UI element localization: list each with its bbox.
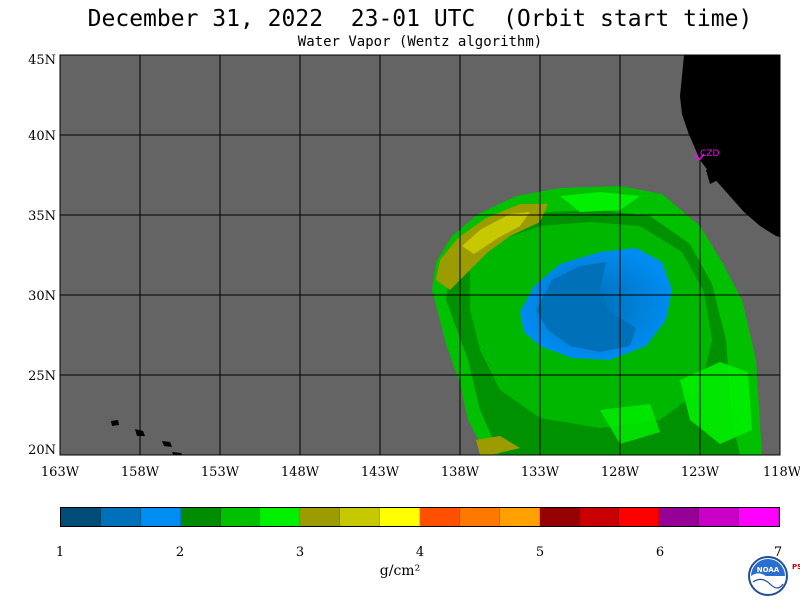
lon-label: 163W	[41, 465, 80, 480]
colorbar-swatch	[380, 508, 421, 526]
colorbar	[60, 507, 780, 527]
colorbar-tick: 5	[535, 545, 545, 560]
colorbar-swatch	[180, 508, 221, 526]
water-vapor-swath	[432, 186, 762, 455]
colorbar-swatch	[539, 508, 580, 526]
lon-label: 128W	[601, 465, 640, 480]
lat-label: 40N	[28, 129, 56, 144]
map-frame	[59, 54, 781, 456]
colorbar-swatch	[300, 508, 341, 526]
lat-label: 25N	[28, 369, 56, 384]
lat-lon-grid	[60, 55, 780, 455]
lon-label: 138W	[441, 465, 480, 480]
colorbar-tick: 3	[295, 545, 305, 560]
colorbar-tick: 1	[55, 545, 65, 560]
colorbar-swatch	[619, 508, 660, 526]
lon-label: 123W	[681, 465, 720, 480]
lon-label: 118W	[763, 465, 800, 480]
colorbar-tick: 6	[655, 545, 665, 560]
colorbar-swatch	[579, 508, 620, 526]
colorbar-swatch	[499, 508, 540, 526]
lon-label: 158W	[121, 465, 160, 480]
lat-label: 20N	[28, 443, 56, 458]
colorbar-swatch	[739, 508, 780, 526]
colorbar-tick: 7	[773, 545, 783, 560]
longitude-labels: 163W 158W 153W 148W 143W 138W 133W 128W …	[41, 465, 800, 480]
colorbar-swatch	[220, 508, 261, 526]
lon-label: 153W	[201, 465, 240, 480]
map-title: December 31, 2022 23-01 UTC (Orbit start…	[87, 6, 753, 32]
colorbar-swatch	[659, 508, 700, 526]
noaa-logo-icon: NOAA	[748, 556, 788, 596]
colorbar-swatch	[420, 508, 460, 526]
map-subtitle: Water Vapor (Wentz algorithm)	[297, 34, 543, 50]
colorbar-swatch	[459, 508, 500, 526]
colorbar-swatch	[140, 508, 181, 526]
colorbar-units: g/cm²	[379, 563, 421, 579]
lat-label: 45N	[28, 53, 56, 68]
lon-label: 148W	[281, 465, 320, 480]
station-label: CZD	[700, 149, 719, 159]
land-mass	[111, 55, 780, 455]
station-marker-czd: CZD	[693, 149, 719, 162]
colorbar-tick: 2	[175, 545, 185, 560]
lat-label: 35N	[28, 209, 56, 224]
colorbar-tick: 4	[415, 545, 425, 560]
colorbar-swatch	[260, 508, 301, 526]
psl-mark: PSL	[792, 563, 800, 571]
logo-text: NOAA	[757, 566, 780, 574]
lon-label: 133W	[521, 465, 560, 480]
colorbar-swatch	[699, 508, 740, 526]
colorbar-swatch	[61, 508, 101, 526]
lat-label: 30N	[28, 289, 56, 304]
lon-label: 143W	[361, 465, 400, 480]
colorbar-swatch	[340, 508, 381, 526]
latitude-labels: 45N 40N 35N 30N 25N 20N	[28, 53, 56, 458]
colorbar-swatch	[100, 508, 141, 526]
